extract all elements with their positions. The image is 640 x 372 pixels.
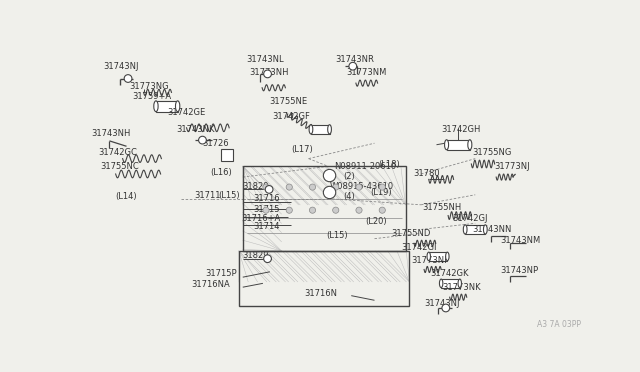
Text: 31773NJ: 31773NJ	[494, 162, 529, 171]
Text: 31742GK: 31742GK	[430, 269, 468, 279]
Circle shape	[286, 207, 292, 213]
Circle shape	[379, 184, 385, 190]
Text: 31742GJ: 31742GJ	[452, 214, 488, 223]
Text: (L14): (L14)	[116, 192, 137, 202]
Circle shape	[379, 207, 385, 213]
Bar	[429, 252, 447, 261]
Text: 31742GH: 31742GH	[441, 125, 481, 134]
Text: (4): (4)	[344, 192, 355, 202]
Circle shape	[356, 184, 362, 190]
Text: 31755NG: 31755NG	[472, 148, 511, 157]
Bar	[441, 279, 460, 288]
Text: 31755NC: 31755NC	[100, 162, 139, 171]
Circle shape	[265, 186, 273, 193]
Text: 31743NH: 31743NH	[91, 129, 130, 138]
Ellipse shape	[445, 140, 449, 150]
Bar	[156, 101, 178, 112]
Text: (L19): (L19)	[370, 188, 392, 197]
Text: 31773NM: 31773NM	[347, 68, 387, 77]
Text: 31743NK: 31743NK	[176, 125, 214, 134]
Text: (L20): (L20)	[365, 217, 387, 226]
Circle shape	[349, 62, 356, 70]
Text: W: W	[326, 190, 333, 195]
Circle shape	[442, 304, 450, 312]
Text: 31759+A: 31759+A	[132, 92, 172, 102]
Circle shape	[309, 184, 316, 190]
Text: 31743NN: 31743NN	[472, 225, 511, 234]
Text: (L15): (L15)	[218, 191, 239, 200]
Bar	[221, 148, 234, 161]
Circle shape	[333, 207, 339, 213]
Text: (L15): (L15)	[326, 231, 348, 240]
Text: (L17): (L17)	[291, 145, 312, 154]
Text: 31742GC: 31742GC	[99, 148, 138, 157]
Text: W08915-43610: W08915-43610	[330, 182, 394, 191]
Text: 31829: 31829	[243, 251, 269, 260]
Text: 31755NH: 31755NH	[422, 203, 462, 212]
Ellipse shape	[328, 125, 332, 134]
Text: 31773NK: 31773NK	[443, 283, 481, 292]
Text: 31773NH: 31773NH	[249, 68, 289, 77]
Ellipse shape	[468, 140, 472, 150]
Text: 31716: 31716	[253, 194, 280, 203]
Text: 31716+A: 31716+A	[241, 214, 280, 223]
Bar	[311, 125, 330, 134]
Text: 31743NR: 31743NR	[336, 55, 374, 64]
Text: 31743NP: 31743NP	[500, 266, 538, 275]
Circle shape	[333, 184, 339, 190]
Text: 31755NE: 31755NE	[269, 97, 307, 106]
Ellipse shape	[154, 101, 158, 112]
Ellipse shape	[483, 225, 487, 234]
Circle shape	[264, 70, 271, 78]
Text: 31726: 31726	[202, 139, 229, 148]
Circle shape	[323, 169, 336, 182]
Ellipse shape	[445, 252, 449, 261]
Ellipse shape	[175, 101, 180, 112]
Text: (L16): (L16)	[210, 168, 232, 177]
Text: 31711: 31711	[194, 191, 220, 200]
Text: (L18): (L18)	[378, 160, 400, 169]
Circle shape	[264, 255, 271, 263]
Circle shape	[309, 207, 316, 213]
Text: 31829: 31829	[243, 182, 269, 191]
Bar	[239, 251, 410, 307]
Text: 31715P: 31715P	[205, 269, 237, 279]
Text: 31716N: 31716N	[305, 289, 338, 298]
Ellipse shape	[440, 279, 443, 288]
Text: 31755ND: 31755ND	[392, 230, 431, 238]
Text: 31742GE: 31742GE	[168, 108, 206, 117]
Circle shape	[263, 207, 269, 213]
Text: 31743NM: 31743NM	[500, 235, 540, 245]
Text: N: N	[327, 173, 332, 178]
Circle shape	[263, 184, 269, 190]
Text: (2): (2)	[344, 173, 355, 182]
Text: 31742GF: 31742GF	[272, 112, 310, 121]
Text: 31714: 31714	[253, 222, 280, 231]
Bar	[447, 140, 470, 150]
Text: A3 7A 03PP: A3 7A 03PP	[537, 320, 581, 329]
Text: 31773NF: 31773NF	[412, 256, 450, 264]
Ellipse shape	[309, 125, 313, 134]
Circle shape	[198, 136, 206, 144]
Circle shape	[124, 75, 132, 82]
Bar	[465, 225, 485, 234]
Circle shape	[356, 207, 362, 213]
Ellipse shape	[463, 225, 467, 234]
Text: N08911-20610: N08911-20610	[334, 162, 396, 171]
Text: 31742GI: 31742GI	[401, 243, 436, 252]
Circle shape	[323, 186, 336, 199]
Text: 31773NG: 31773NG	[129, 81, 169, 91]
Text: 31716NA: 31716NA	[191, 280, 230, 289]
Bar	[243, 166, 406, 251]
Text: 31743NJ: 31743NJ	[424, 299, 460, 308]
Text: 31743NL: 31743NL	[246, 55, 284, 64]
Text: 31743NJ: 31743NJ	[103, 62, 139, 71]
Text: 31715: 31715	[253, 205, 280, 214]
Circle shape	[286, 184, 292, 190]
Text: 31780: 31780	[413, 169, 440, 179]
Ellipse shape	[427, 252, 431, 261]
Ellipse shape	[458, 279, 461, 288]
